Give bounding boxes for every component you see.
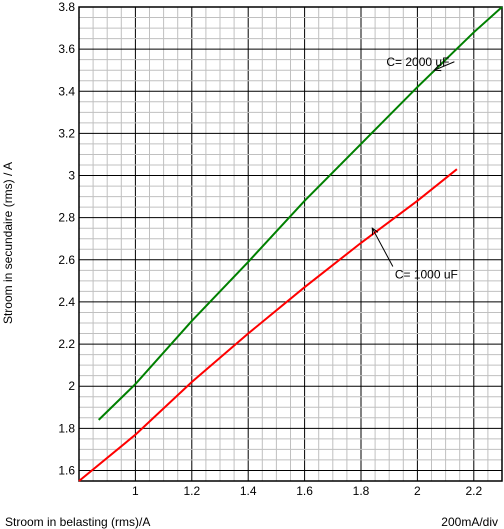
- x-tick-label: 1.8: [353, 484, 370, 498]
- y-tick-label: 3.6: [58, 42, 75, 56]
- y-tick-label: 1.8: [58, 421, 75, 435]
- tick-labels: 1.6 1.8 2 2.2 2.4 2.6 2.8 3 3.2 3.4 3.6 3.8 1 1.2 1.4 1…: [58, 0, 482, 498]
- annotation-arrowhead-1: [433, 64, 442, 72]
- y-tick-label: 1.6: [58, 463, 75, 477]
- x-tick-label: 1: [132, 484, 139, 498]
- y-axis-title: Stroom in secundaire (rms) / A: [1, 162, 15, 324]
- y-tick-label: 2.8: [58, 211, 75, 225]
- y-tick-label: 2.2: [58, 337, 75, 351]
- annotation-arrow-2: [371, 227, 394, 267]
- annotation-label-1: C= 2000 uF: [386, 55, 449, 69]
- y-tick-label: 3: [68, 169, 75, 183]
- x-tick-label: 2: [414, 484, 421, 498]
- x-tick-label: 1.6: [296, 484, 313, 498]
- x-axis-title: Stroom in belasting (rms)/A: [5, 515, 150, 529]
- y-tick-label: 3.2: [58, 126, 75, 140]
- y-tick-label: 2: [68, 379, 75, 393]
- y-tick-label: 3.8: [58, 0, 75, 14]
- series-group: [78, 6, 503, 482]
- series-line-1: [98, 6, 503, 421]
- annotation-arrow-1: [434, 61, 455, 71]
- series-line-2: [78, 168, 458, 482]
- annotation-arrowhead-2: [371, 227, 379, 236]
- grid: [78, 6, 503, 482]
- annotation-label-2: C= 1000 uF: [395, 268, 458, 282]
- y-tick-label: 2.4: [58, 295, 75, 309]
- plot-frame: [78, 6, 503, 482]
- scale-note: 200mA/div: [441, 515, 498, 529]
- x-tick-label: 2.2: [465, 484, 482, 498]
- annotations: C= 2000 uF C= 1000 uF: [371, 55, 458, 282]
- y-tick-label: 2.6: [58, 253, 75, 267]
- y-tick-label: 3.4: [58, 84, 75, 98]
- x-tick-label: 1.2: [183, 484, 200, 498]
- x-tick-label: 1.4: [240, 484, 257, 498]
